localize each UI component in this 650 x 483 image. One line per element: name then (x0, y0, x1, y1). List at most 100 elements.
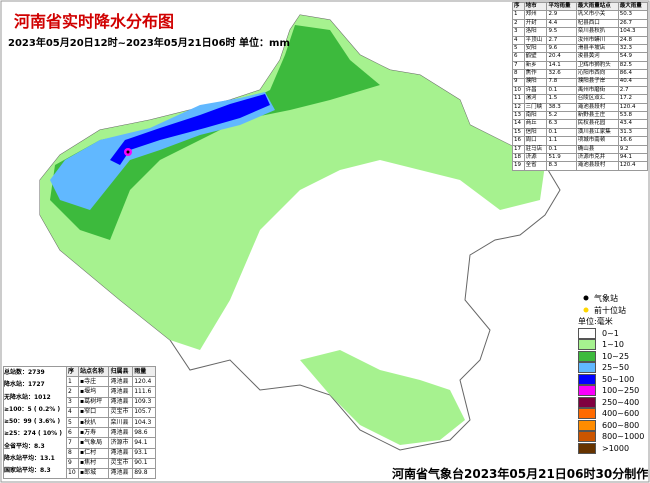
cell: 20.4 (546, 52, 577, 62)
legend-item: 400~600 (578, 408, 646, 420)
legend-item: 10~25 (578, 350, 646, 363)
cell: 7.8 (546, 77, 577, 87)
cell: 渑池县段村 (575, 102, 619, 113)
header-row: 序站点名称 归属县 雨量 (66, 365, 156, 378)
cell: 8.3 (546, 161, 577, 171)
row: 12 三门峡 38.3 渑池县段村 120.4 (512, 102, 649, 113)
row: 19 全省 8.3 渑池县段村 120.4 (512, 161, 649, 171)
legend-swatch (578, 408, 596, 420)
legend-item: 100~250 (578, 385, 646, 397)
cell: 4 (66, 406, 79, 418)
row: 18 济源 51.9 济源市克井 94.1 (512, 153, 649, 163)
cell: 栾川县秋扒 (575, 27, 619, 37)
legend-label: 0~1 (602, 328, 619, 338)
cell: 2.7 (617, 85, 649, 96)
cell: 82.5 (617, 60, 649, 71)
row: 10 ▪郎城 渑池县 89.8 (66, 467, 156, 480)
cell: 0.1 (546, 127, 577, 138)
cell: ▪寺庄 (77, 376, 110, 388)
cell: 93.1 (132, 447, 156, 459)
legend-label: 250~400 (602, 397, 640, 407)
cell: 渑池县 (108, 427, 134, 439)
cell: ▪仁村 (77, 447, 110, 459)
cell: 13 (512, 111, 525, 121)
stat: 总站数：2739 (4, 369, 45, 376)
cell: 商丘 (523, 119, 548, 129)
row: 3 ▪葛树坪 渑池县 109.3 (66, 396, 156, 408)
cell: 新野县王庄 (575, 111, 619, 121)
cell: 120.4 (617, 161, 649, 171)
cell: 53.8 (617, 111, 649, 121)
legend-label: 25~50 (602, 363, 630, 373)
cell: 济源市 (108, 437, 134, 449)
cell: ▪葛树坪 (77, 396, 110, 408)
legend-top10-dot (583, 307, 589, 313)
cell: 9 (512, 77, 525, 87)
cell: 32.6 (546, 69, 577, 79)
row: 7 新乡 14.1 卫辉市狮豹头 82.5 (512, 60, 649, 71)
stat: 无降水站：1012 (4, 393, 51, 401)
cell: 灵宝市 (108, 457, 134, 469)
cell: 9.6 (546, 43, 577, 54)
cell: 17 (512, 144, 525, 155)
cell: 郑州 (523, 10, 548, 20)
header-cell: 地市 (523, 1, 548, 12)
cell: 50.3 (617, 10, 649, 20)
stats: 总站数：2739 降水站：1727 无降水站：1012 ≥100：5 ( 0.2% )… (3, 366, 67, 479)
cell: 濮阳 (523, 77, 548, 87)
cell: 38.3 (546, 102, 577, 113)
cell: 1 (66, 376, 79, 388)
cell: 120.4 (132, 376, 156, 388)
cell: 104.3 (132, 416, 156, 429)
cell: 焦作 (523, 69, 548, 79)
rain-1-10 (40, 15, 545, 350)
row: 5 安阳 9.6 滑县半坡店 32.3 (512, 43, 649, 54)
cell: 2 (512, 18, 525, 29)
row: 9 濮阳 7.8 濮阳县子岸 40.4 (512, 77, 649, 87)
cell: 5 (66, 416, 79, 429)
cell: 9.2 (617, 144, 649, 155)
footer: 河南省气象台2023年05月21日06时30分制作 (392, 467, 649, 481)
cell: 滑县半坡店 (575, 43, 619, 54)
rain-50-100 (110, 94, 270, 165)
legend-item: >1000 (578, 442, 646, 455)
header-cell: 站点名称 (77, 365, 110, 378)
cell: 8 (512, 69, 525, 79)
cell: ▪秋扒 (77, 416, 110, 429)
legend-label: 10~25 (602, 351, 630, 361)
cell: 111.6 (132, 386, 156, 398)
cell: 济源市克井 (575, 153, 619, 163)
cell: 8 (66, 447, 79, 459)
row: 4 ▪窄口 灵宝市 105.7 (66, 406, 156, 418)
cell: 潢川县江家集 (575, 127, 619, 138)
cell: 90.1 (132, 457, 156, 469)
cell: 32.3 (617, 43, 649, 54)
row: 6 ▪万寿 渑池县 98.6 (66, 427, 156, 439)
row: 16 周口 1.1 项城市南顿 16.6 (512, 136, 649, 146)
cell: 86.4 (617, 69, 649, 79)
cell: 沁阳市西向 (575, 69, 619, 79)
cell: 0.1 (546, 144, 577, 155)
cell: 6 (66, 427, 79, 439)
legend-unit: 单位:毫米 (578, 317, 613, 327)
cell: 9.5 (546, 27, 577, 37)
cell: 济源 (523, 153, 548, 163)
cell: 51.9 (546, 153, 577, 163)
cell: 许昌 (523, 85, 548, 96)
stat: 全省平均：8.3 (4, 442, 45, 450)
header-cell: 最大雨量 (617, 1, 649, 12)
cell: 2 (66, 386, 79, 398)
legend-swatch (578, 362, 596, 374)
stat: 降水站：1727 (4, 381, 45, 389)
legend-label: 1~10 (602, 340, 624, 350)
cell: 120.4 (617, 102, 649, 113)
cell: 104.3 (617, 27, 649, 37)
cell: 109.3 (132, 396, 156, 408)
legend-label: 400~600 (602, 409, 640, 419)
cell: 15 (512, 127, 525, 138)
title: 河南省实时降水分布图 (14, 12, 175, 31)
cell: ▪气象局 (77, 437, 110, 449)
legend-swatch (578, 385, 596, 397)
legend-top10: 前十位站 (594, 305, 626, 315)
